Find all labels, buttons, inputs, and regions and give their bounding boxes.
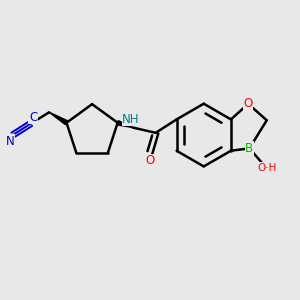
Polygon shape [49,112,68,125]
Text: N: N [5,135,14,148]
Text: B: B [245,142,253,155]
Text: C: C [29,111,37,124]
Text: O·H: O·H [258,163,277,173]
Text: O: O [145,154,154,167]
Text: O: O [244,98,253,110]
Polygon shape [117,121,132,128]
Text: NH: NH [122,112,140,126]
